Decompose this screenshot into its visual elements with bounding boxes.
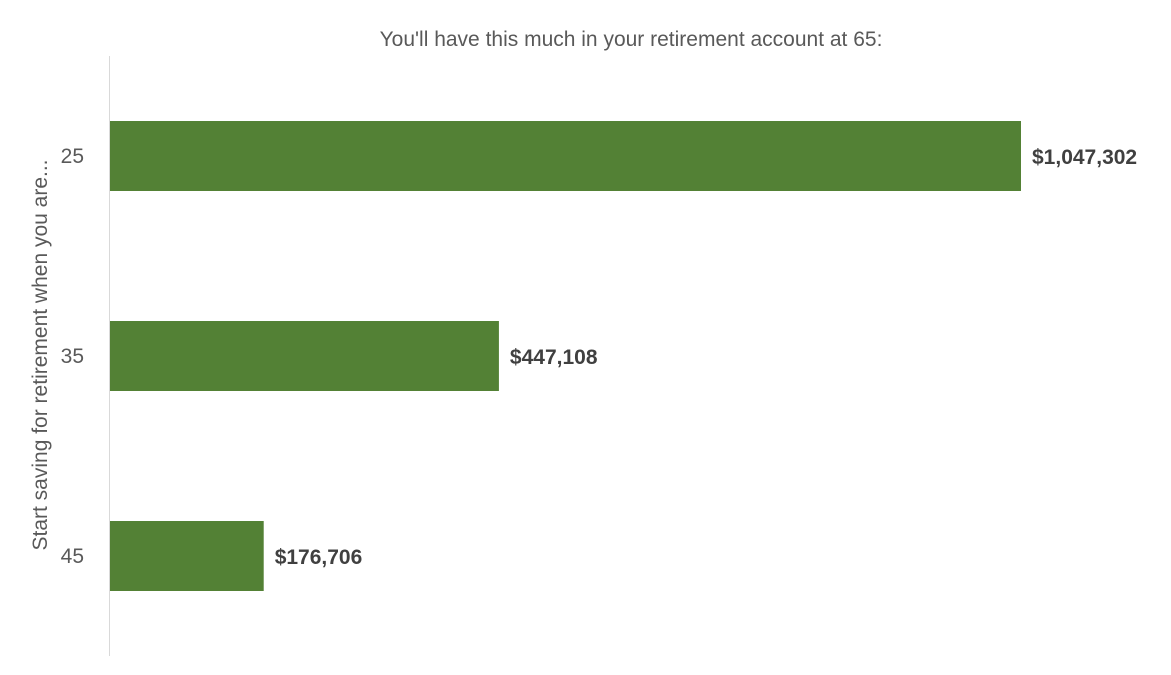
data-label: $1,047,302 <box>1032 146 1137 169</box>
data-label: $447,108 <box>510 346 598 369</box>
chart-title: You'll have this much in your retirement… <box>380 28 883 51</box>
bar-45 <box>110 521 264 591</box>
y-tick-label: 45 <box>61 545 84 568</box>
bar-35 <box>110 321 499 391</box>
bar-25 <box>110 121 1021 191</box>
y-axis-title: Start saving for retirement when you are… <box>29 159 52 550</box>
plot-area: 25 $1,047,302 35 $447,108 45 $176,706 <box>61 121 1137 591</box>
data-label: $176,706 <box>275 546 363 569</box>
y-tick-label: 25 <box>61 145 84 168</box>
y-tick-label: 35 <box>61 345 84 368</box>
